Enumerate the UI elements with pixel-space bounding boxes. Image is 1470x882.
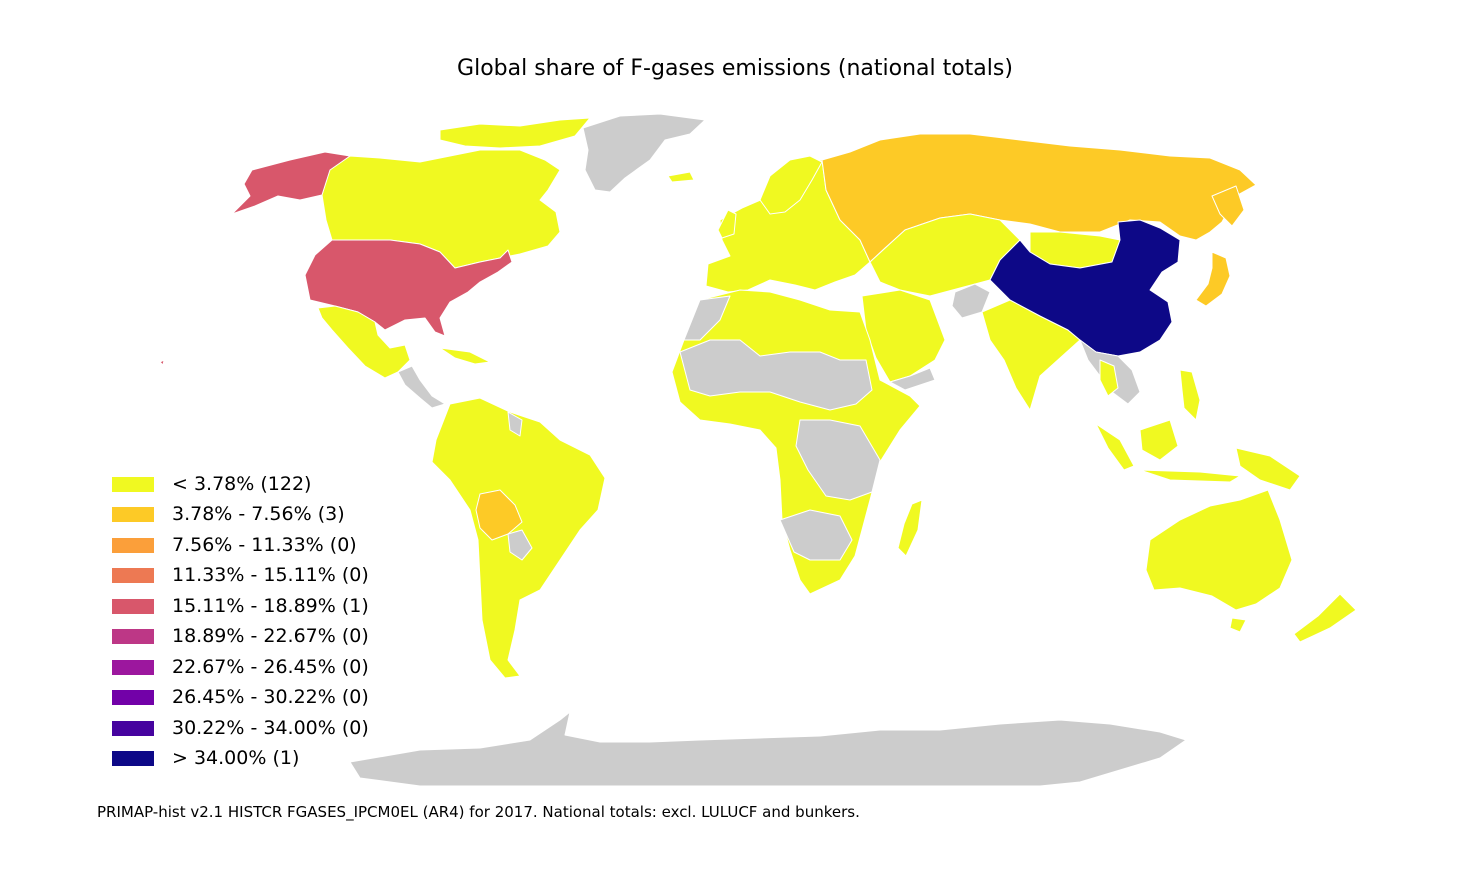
region-scandinavia xyxy=(759,155,823,215)
legend-label: > 34.00% (1) xyxy=(172,747,300,769)
region-japan xyxy=(1195,251,1231,307)
legend-label: 22.67% - 26.45% (0) xyxy=(172,656,369,678)
region-iceland xyxy=(667,171,695,183)
source-footnote: PRIMAP-hist v2.1 HISTCR FGASES_IPCM0EL (… xyxy=(97,803,860,821)
legend-swatch xyxy=(112,629,154,644)
legend-swatch xyxy=(112,568,154,583)
map-title: Global share of F-gases emissions (natio… xyxy=(457,56,1013,81)
region-africa-nodata-sahel xyxy=(679,339,873,411)
region-africa-nodata-south xyxy=(779,509,853,561)
legend-label: 7.56% - 11.33% (0) xyxy=(172,534,357,556)
region-guianas xyxy=(507,411,523,437)
region-indonesia xyxy=(1095,419,1301,491)
region-australia xyxy=(1145,489,1293,611)
legend-label: 15.11% - 18.89% (1) xyxy=(172,595,369,617)
legend-swatch xyxy=(112,751,154,766)
legend-label: 26.45% - 30.22% (0) xyxy=(172,686,369,708)
region-russia-east xyxy=(1211,185,1245,227)
legend-label: 11.33% - 15.11% (0) xyxy=(172,564,369,586)
region-paraguay xyxy=(507,529,533,561)
region-tasmania xyxy=(1229,617,1247,633)
region-thailand-vietnam xyxy=(1099,359,1119,397)
region-yemen xyxy=(889,367,936,391)
region-antarctica xyxy=(349,711,1187,787)
region-africa-nodata-central xyxy=(795,419,881,501)
legend-swatch xyxy=(112,538,154,553)
region-new-zealand xyxy=(1293,593,1357,643)
region-uk xyxy=(717,209,737,239)
legend-swatch xyxy=(112,507,154,522)
legend-label: 18.89% - 22.67% (0) xyxy=(172,625,369,647)
region-central-america xyxy=(397,365,446,409)
region-caribbean xyxy=(439,347,491,365)
legend-label: < 3.78% (122) xyxy=(172,473,312,495)
region-hawaii xyxy=(159,359,165,366)
legend-swatch xyxy=(112,721,154,736)
region-philippines xyxy=(1179,369,1201,421)
legend-label: 3.78% - 7.56% (3) xyxy=(172,503,345,525)
legend-swatch xyxy=(112,690,154,705)
legend-swatch xyxy=(112,477,154,492)
legend-swatch xyxy=(112,599,154,614)
region-arctic-islands xyxy=(439,117,591,149)
region-greenland xyxy=(582,113,706,193)
region-alaska xyxy=(231,151,351,215)
legend-swatch xyxy=(112,660,154,675)
region-mexico xyxy=(317,305,411,379)
region-west-sahara xyxy=(683,295,731,341)
region-madagascar xyxy=(897,499,923,557)
legend-label: 30.22% - 34.00% (0) xyxy=(172,717,369,739)
